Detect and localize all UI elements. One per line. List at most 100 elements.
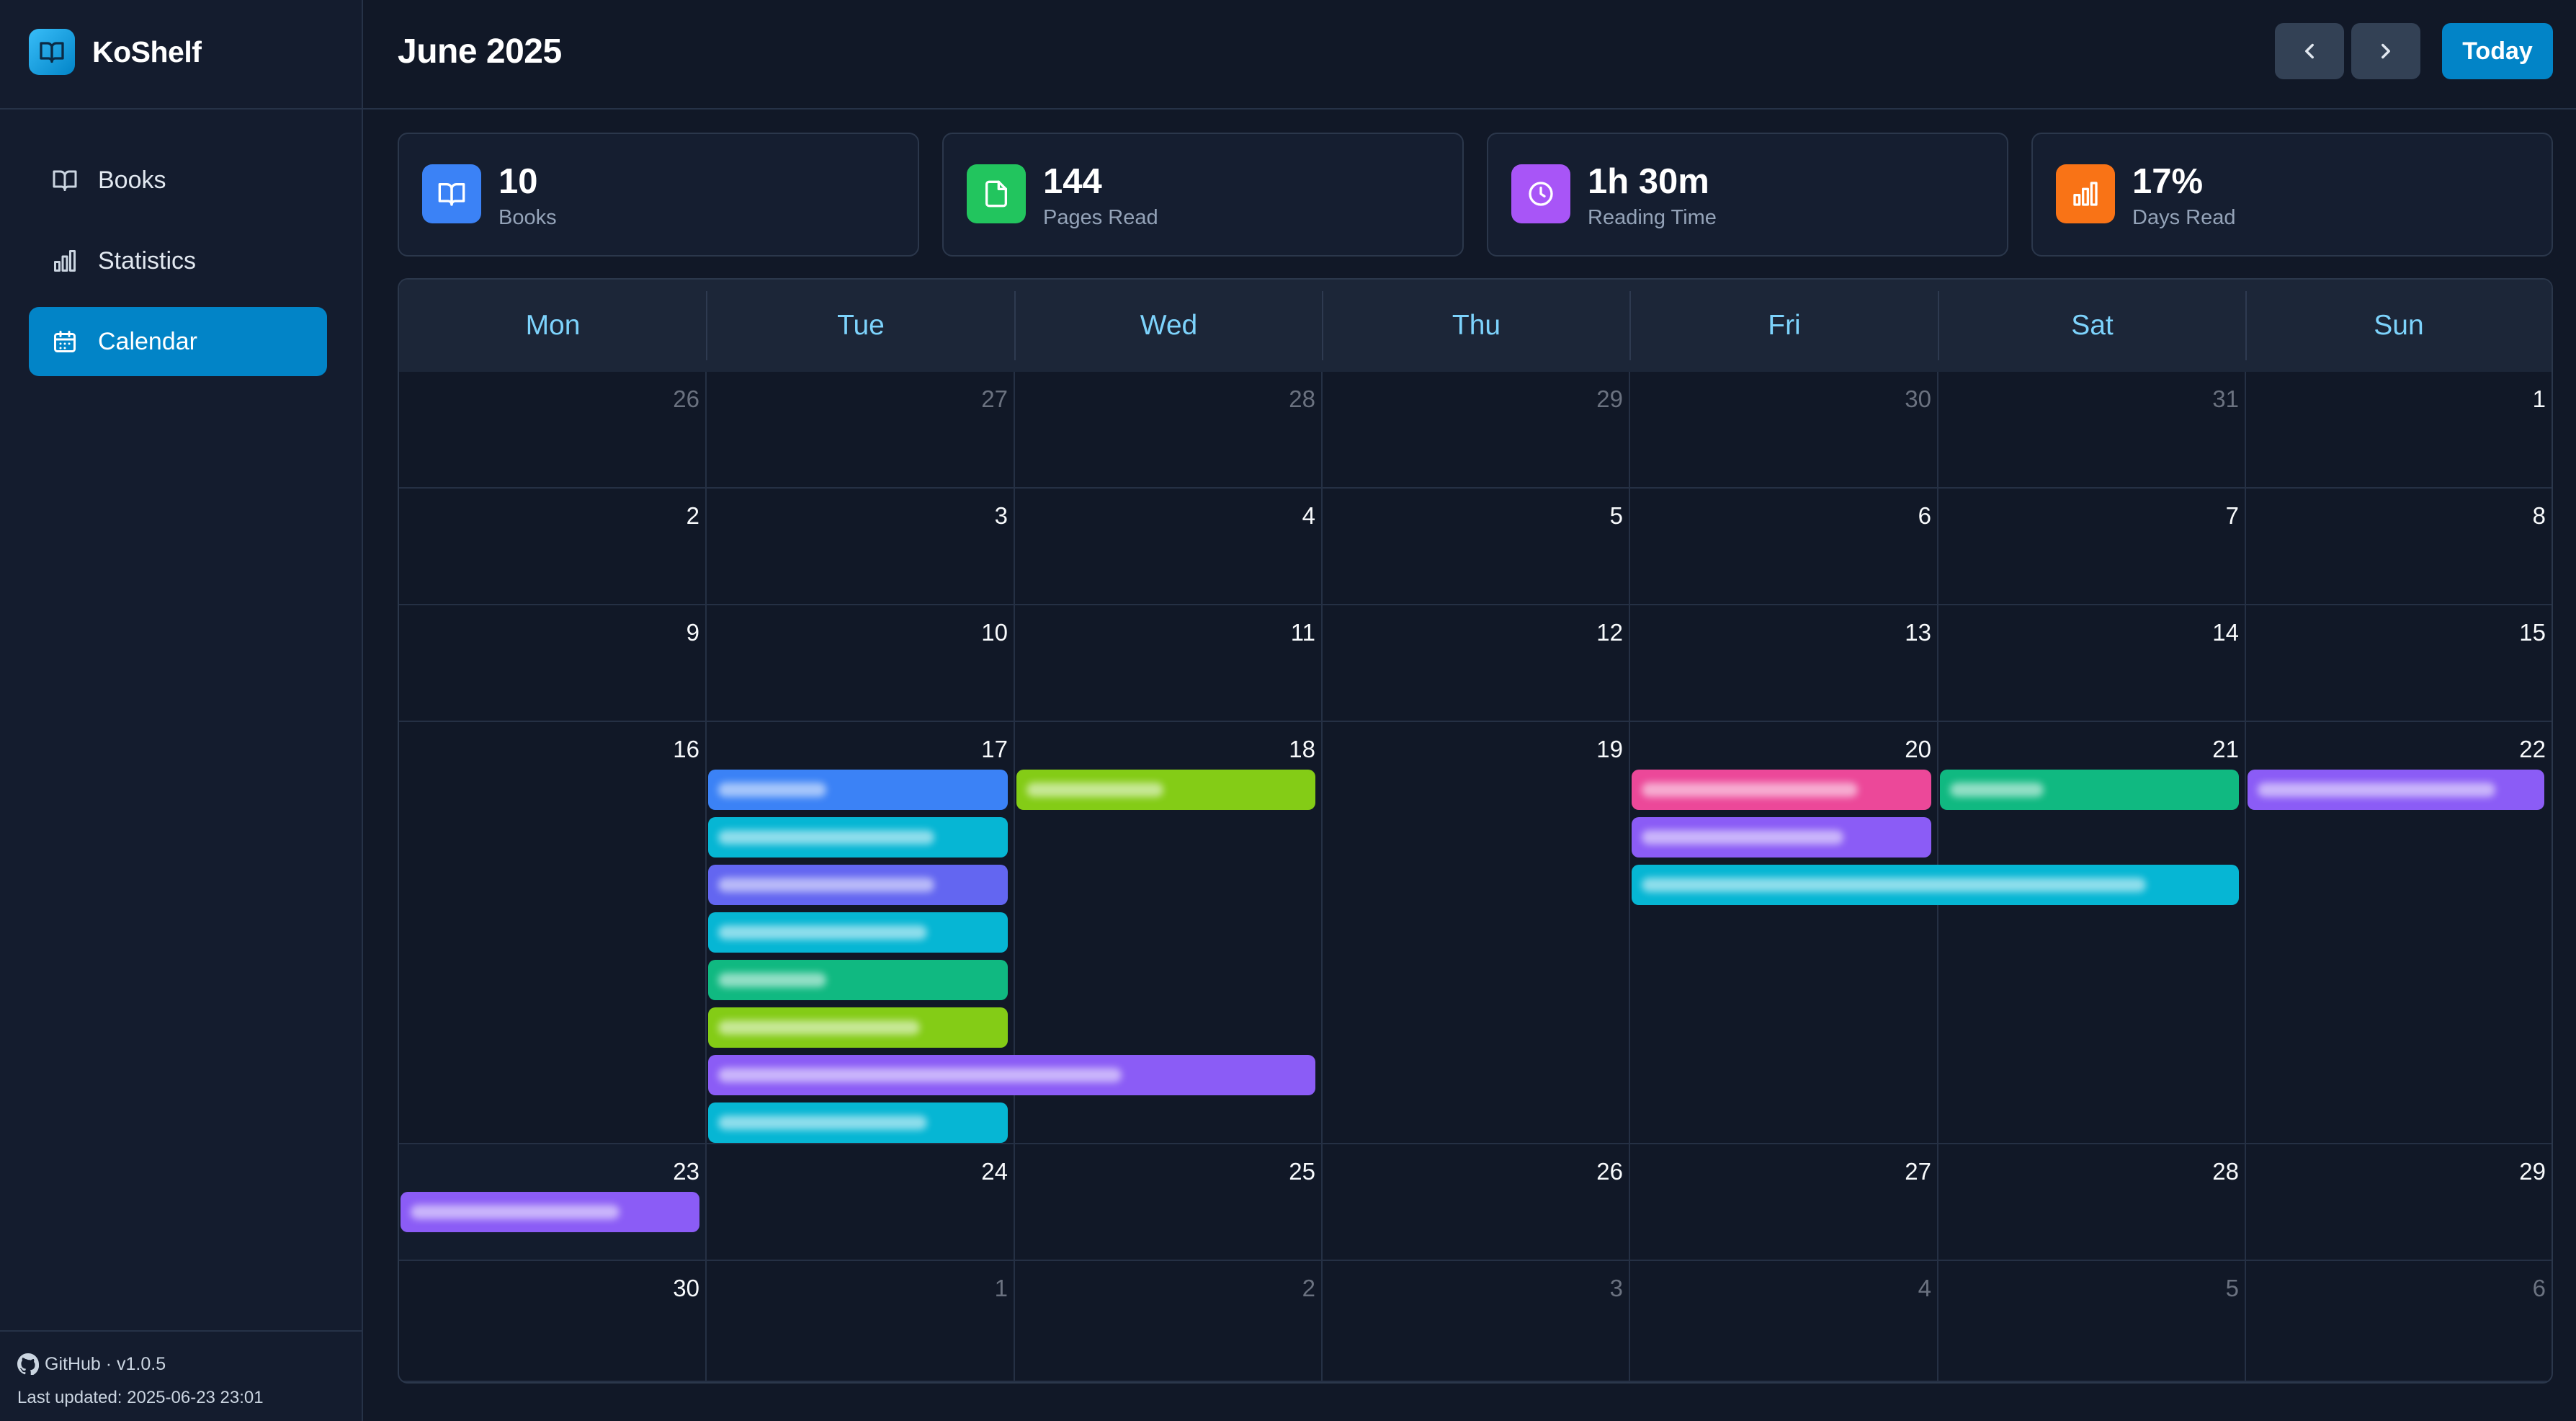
day-cell[interactable]: 8 bbox=[2246, 489, 2552, 605]
day-cell[interactable]: 27 bbox=[1630, 1144, 1938, 1261]
day-number: 26 bbox=[1596, 1158, 1623, 1185]
weekday-tue: Tue bbox=[837, 310, 885, 341]
day-cell[interactable]: 3 bbox=[1323, 1261, 1630, 1382]
day-cell[interactable]: 5 bbox=[1323, 489, 1630, 605]
day-cell[interactable]: 13 bbox=[1630, 605, 1938, 722]
day-cell[interactable]: 16 bbox=[399, 722, 707, 1144]
day-cell[interactable]: 18 bbox=[1015, 722, 1323, 1144]
prev-month-button[interactable] bbox=[2275, 23, 2344, 79]
weekday-mon: Mon bbox=[525, 310, 581, 341]
day-cell[interactable]: 31 bbox=[1938, 372, 2246, 489]
day-cell[interactable]: 2 bbox=[399, 489, 707, 605]
day-cell[interactable]: 26 bbox=[399, 372, 707, 489]
day-number: 16 bbox=[673, 736, 699, 762]
day-cell[interactable]: 29 bbox=[2246, 1144, 2552, 1261]
weekday-sat: Sat bbox=[2071, 310, 2114, 341]
sidebar-item-statistics[interactable]: Statistics bbox=[29, 226, 327, 295]
day-cell[interactable]: 15 bbox=[2246, 605, 2552, 722]
day-cell[interactable]: 6 bbox=[2246, 1261, 2552, 1382]
reading-event[interactable] bbox=[708, 912, 1008, 953]
day-cell[interactable]: 30 bbox=[399, 1261, 707, 1382]
reading-event[interactable] bbox=[708, 865, 1008, 905]
day-cell[interactable]: 4 bbox=[1015, 489, 1323, 605]
day-cell[interactable]: 30 bbox=[1630, 372, 1938, 489]
redacted-title bbox=[718, 783, 826, 797]
reading-event[interactable] bbox=[401, 1192, 699, 1232]
today-button[interactable]: Today bbox=[2442, 23, 2553, 79]
day-cell[interactable]: 20 bbox=[1630, 722, 1938, 1144]
reading-event[interactable] bbox=[708, 770, 1008, 810]
day-number: 26 bbox=[673, 386, 699, 412]
day-cell[interactable]: 28 bbox=[1938, 1144, 2246, 1261]
reading-event[interactable] bbox=[708, 1007, 1008, 1048]
day-cell[interactable]: 2 bbox=[1015, 1261, 1323, 1382]
day-number: 8 bbox=[2532, 502, 2546, 529]
sidebar-item-calendar[interactable]: Calendar bbox=[29, 307, 327, 376]
day-number: 28 bbox=[1289, 386, 1315, 412]
day-cell[interactable]: 19 bbox=[1323, 722, 1630, 1144]
redacted-title bbox=[1027, 783, 1163, 797]
reading-event[interactable] bbox=[1016, 770, 1315, 810]
day-cell[interactable]: 5 bbox=[1938, 1261, 2246, 1382]
day-cell[interactable]: 27 bbox=[707, 372, 1015, 489]
day-cell[interactable]: 24 bbox=[707, 1144, 1015, 1261]
day-cell[interactable]: 22 bbox=[2246, 722, 2552, 1144]
stat-label: Days Read bbox=[2132, 206, 2236, 229]
day-cell[interactable]: 1 bbox=[2246, 372, 2552, 489]
weekday-sun: Sun bbox=[2374, 310, 2424, 341]
day-cell[interactable]: 10 bbox=[707, 605, 1015, 722]
reading-event[interactable] bbox=[2248, 770, 2544, 810]
reading-event[interactable] bbox=[1632, 817, 1931, 858]
day-number: 13 bbox=[1905, 619, 1931, 646]
stat-label: Reading Time bbox=[1588, 206, 1717, 229]
next-month-button[interactable] bbox=[2351, 23, 2420, 79]
weekday-wed: Wed bbox=[1140, 310, 1198, 341]
day-cell[interactable]: 17 bbox=[707, 722, 1015, 1144]
day-cell[interactable]: 12 bbox=[1323, 605, 1630, 722]
file-icon bbox=[967, 164, 1026, 223]
day-cell[interactable]: 25 bbox=[1015, 1144, 1323, 1261]
day-cell[interactable]: 11 bbox=[1015, 605, 1323, 722]
weekday-header: Mon Tue Wed Thu Fri Sat Sun bbox=[399, 280, 2552, 372]
day-cell[interactable]: 3 bbox=[707, 489, 1015, 605]
day-number: 28 bbox=[2212, 1158, 2239, 1185]
day-cell[interactable]: 14 bbox=[1938, 605, 2246, 722]
day-cell[interactable]: 9 bbox=[399, 605, 707, 722]
reading-event[interactable] bbox=[708, 1102, 1008, 1143]
day-number: 19 bbox=[1596, 736, 1623, 762]
sidebar-item-label: Calendar bbox=[98, 328, 197, 355]
day-cell[interactable]: 7 bbox=[1938, 489, 2246, 605]
stat-card-days-read: 17% Days Read bbox=[2031, 133, 2553, 257]
bar-chart-icon bbox=[2056, 164, 2115, 223]
chevron-right-icon bbox=[2382, 43, 2390, 59]
day-cell[interactable]: 21 bbox=[1938, 722, 2246, 1144]
day-number: 2 bbox=[1302, 1275, 1315, 1301]
day-cell[interactable]: 26 bbox=[1323, 1144, 1630, 1261]
reading-event[interactable] bbox=[708, 817, 1008, 858]
day-number: 3 bbox=[1609, 1275, 1623, 1301]
stat-label: Pages Read bbox=[1043, 206, 1158, 229]
day-number: 27 bbox=[1905, 1158, 1931, 1185]
day-number: 6 bbox=[2532, 1275, 2546, 1301]
day-cell[interactable]: 4 bbox=[1630, 1261, 1938, 1382]
sidebar-item-books[interactable]: Books bbox=[29, 146, 327, 215]
reading-event[interactable] bbox=[1632, 865, 2239, 905]
weekday-separator bbox=[1629, 291, 1631, 360]
stat-value: 144 bbox=[1043, 162, 1102, 201]
day-cell[interactable]: 29 bbox=[1323, 372, 1630, 489]
weekday-separator bbox=[2245, 291, 2247, 360]
brand[interactable]: KoShelf bbox=[0, 0, 362, 110]
day-number: 9 bbox=[686, 619, 699, 646]
reading-event[interactable] bbox=[1632, 770, 1931, 810]
day-cell[interactable]: 1 bbox=[707, 1261, 1015, 1382]
book-open-icon bbox=[422, 164, 481, 223]
redacted-title bbox=[718, 830, 934, 845]
day-number: 23 bbox=[673, 1158, 699, 1185]
github-link[interactable]: GitHub · v1.0.5 bbox=[17, 1353, 166, 1375]
reading-event[interactable] bbox=[1940, 770, 2239, 810]
day-cell[interactable]: 28 bbox=[1015, 372, 1323, 489]
weekday-separator bbox=[1322, 291, 1323, 360]
day-cell[interactable]: 6 bbox=[1630, 489, 1938, 605]
reading-event[interactable] bbox=[708, 960, 1008, 1000]
reading-event[interactable] bbox=[708, 1055, 1315, 1095]
